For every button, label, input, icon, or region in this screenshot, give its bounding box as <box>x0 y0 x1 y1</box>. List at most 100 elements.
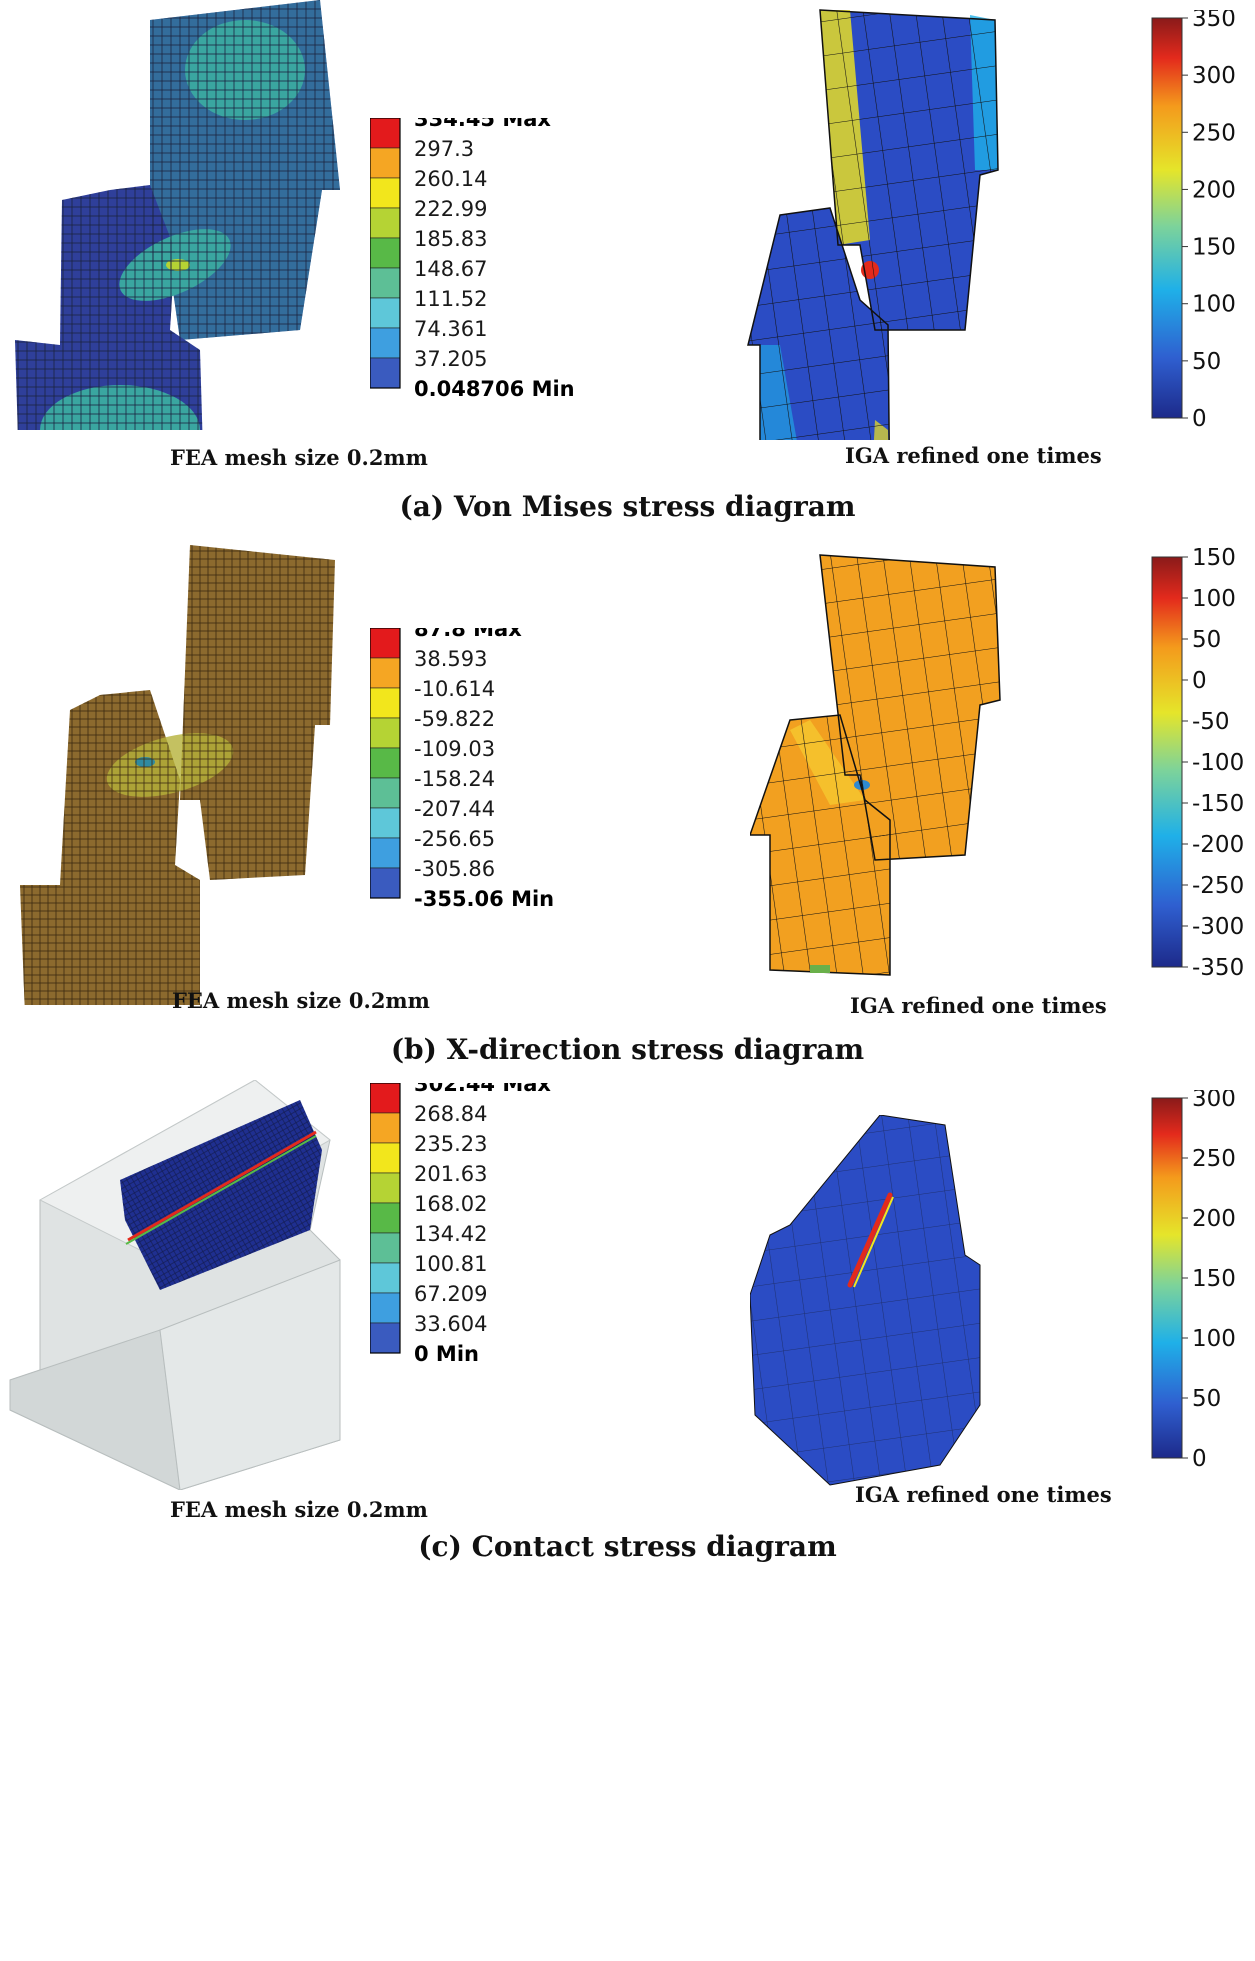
colorbar-tick-label: -350 <box>1192 955 1244 981</box>
fea-legend-b: 87.8 Max 38.593 -10.614 -59.822 -109.03 -158.… <box>370 628 554 911</box>
legend-label: 222.99 <box>414 197 487 221</box>
legend-label: -207.44 <box>414 797 495 821</box>
legend-swatch <box>370 837 401 869</box>
colorbar-tick-label: -50 <box>1192 709 1230 735</box>
colorbar-tick-label: 100 <box>1192 586 1236 612</box>
legend-swatch <box>370 1172 401 1204</box>
iga-label-b: IGA refined one times <box>850 993 1107 1018</box>
caption-b: (b) X-direction stress diagram <box>390 1033 865 1066</box>
colorbar-tick-label: 150 <box>1192 1266 1236 1292</box>
legend-swatch <box>370 628 401 659</box>
iga-x-direction-model <box>750 554 1001 976</box>
legend-label: -109.03 <box>414 737 495 761</box>
colorbar-tick-label: 200 <box>1192 1206 1236 1232</box>
iga-label-c: IGA refined one times <box>855 1482 1112 1507</box>
colorbar-tick-label: 300 <box>1192 63 1236 89</box>
fea-label-c: FEA mesh size 0.2mm <box>170 1497 428 1522</box>
legend-swatch <box>370 1292 401 1324</box>
colorbar-tick-label: 250 <box>1192 120 1236 146</box>
legend-label: 100.81 <box>414 1252 487 1276</box>
legend-label: 0.048706 Min <box>414 377 575 401</box>
iga-colorbar-a: 350 300 250 200 150 100 50 0 <box>1151 10 1236 432</box>
legend-label: 38.593 <box>414 647 487 671</box>
legend-label: 37.205 <box>414 347 487 371</box>
colorbar-tick-label: -250 <box>1192 873 1244 899</box>
legend-label: 168.02 <box>414 1192 487 1216</box>
colorbar-tick-label: 50 <box>1192 349 1221 375</box>
legend-swatch <box>370 147 401 179</box>
legend-label: 148.67 <box>414 257 487 281</box>
colorbar-tick-label: -300 <box>1192 914 1244 940</box>
legend-swatch <box>370 1262 401 1294</box>
legend-label: 0 Min <box>414 1342 479 1366</box>
legend-swatch <box>370 1142 401 1174</box>
colorbar-tick-label: 300 <box>1192 1090 1236 1112</box>
legend-swatch <box>370 118 401 149</box>
legend-label: -355.06 Min <box>414 887 554 911</box>
iga-label-a: IGA refined one times <box>845 443 1102 468</box>
fea-label-b: FEA mesh size 0.2mm <box>172 988 430 1013</box>
colorbar-tick-label: 0 <box>1192 668 1207 694</box>
legend-label: 302.44 Max <box>414 1083 551 1096</box>
fea-x-direction-model <box>20 545 335 1005</box>
iga-von-mises-model <box>747 9 999 440</box>
fea-von-mises-model <box>15 0 340 430</box>
colorbar-tick-label: -200 <box>1192 832 1244 858</box>
colorbar-tick-label: -150 <box>1192 791 1244 817</box>
iga-contact-model <box>750 1115 981 1486</box>
fea-legend-c: 302.44 Max 268.84 235.23 201.63 168.02 134.42… <box>370 1083 551 1366</box>
legend-swatch <box>370 207 401 239</box>
legend-swatch <box>370 807 401 839</box>
legend-label: 201.63 <box>414 1162 487 1186</box>
fea-label-a: FEA mesh size 0.2mm <box>170 445 428 470</box>
caption-c: (c) Contact stress diagram <box>418 1530 837 1563</box>
legend-swatch <box>370 267 401 299</box>
colorbar-tick-label: 100 <box>1192 1326 1236 1352</box>
colorbar-tick-label: 350 <box>1192 10 1236 32</box>
legend-label: -256.65 <box>414 827 495 851</box>
legend-swatch <box>370 357 401 389</box>
legend-swatch <box>370 177 401 209</box>
legend-swatch <box>370 687 401 719</box>
colorbar-tick-label: 50 <box>1192 627 1221 653</box>
legend-label: 33.604 <box>414 1312 487 1336</box>
legend-swatch <box>370 717 401 749</box>
legend-label: 235.23 <box>414 1132 487 1156</box>
legend-swatch <box>370 1322 401 1354</box>
colorbar-tick-label: 0 <box>1192 406 1207 432</box>
colorbar-tick-label: -100 <box>1192 750 1244 776</box>
iga-colorbar-b: 150 100 50 0 -50 -100 -150 -200 -250 -300 -350 <box>1151 545 1244 981</box>
legend-swatch <box>370 657 401 689</box>
colorbar-tick-label: 0 <box>1192 1446 1207 1472</box>
caption-a: (a) Von Mises stress diagram <box>399 490 856 523</box>
iga-colorbar-c: 300 250 200 150 100 50 0 <box>1151 1090 1236 1472</box>
legend-label: -305.86 <box>414 857 495 881</box>
legend-swatch <box>370 297 401 329</box>
legend-swatch <box>370 747 401 779</box>
colorbar-tick-label: 50 <box>1192 1386 1221 1412</box>
legend-label: 297.3 <box>414 137 474 161</box>
colorbar-tick-label: 200 <box>1192 177 1236 203</box>
legend-label: 74.361 <box>414 317 487 341</box>
legend-label: 67.209 <box>414 1282 487 1306</box>
legend-swatch <box>370 237 401 269</box>
legend-swatch <box>370 327 401 359</box>
legend-label: -59.822 <box>414 707 495 731</box>
legend-label: 87.8 Max <box>414 628 522 641</box>
legend-swatch <box>370 1232 401 1264</box>
legend-label: 134.42 <box>414 1222 487 1246</box>
panel-von-mises: 334.45 Max 297.3 260.14 222.99 185.83 148.67 1… <box>0 0 1255 530</box>
colorbar-tick-label: 150 <box>1192 235 1236 261</box>
legend-swatch <box>370 1083 401 1114</box>
legend-swatch <box>370 867 401 899</box>
legend-swatch <box>370 777 401 809</box>
legend-label: 185.83 <box>414 227 487 251</box>
legend-swatch <box>370 1112 401 1144</box>
colorbar-tick-label: 150 <box>1192 545 1236 571</box>
legend-label: 268.84 <box>414 1102 487 1126</box>
colorbar-tick-label: 100 <box>1192 292 1236 318</box>
fea-legend-a: 334.45 Max 297.3 260.14 222.99 185.83 148.67 1… <box>370 118 575 401</box>
legend-label: 260.14 <box>414 167 487 191</box>
colorbar-tick-label: 250 <box>1192 1146 1236 1172</box>
legend-swatch <box>370 1202 401 1234</box>
